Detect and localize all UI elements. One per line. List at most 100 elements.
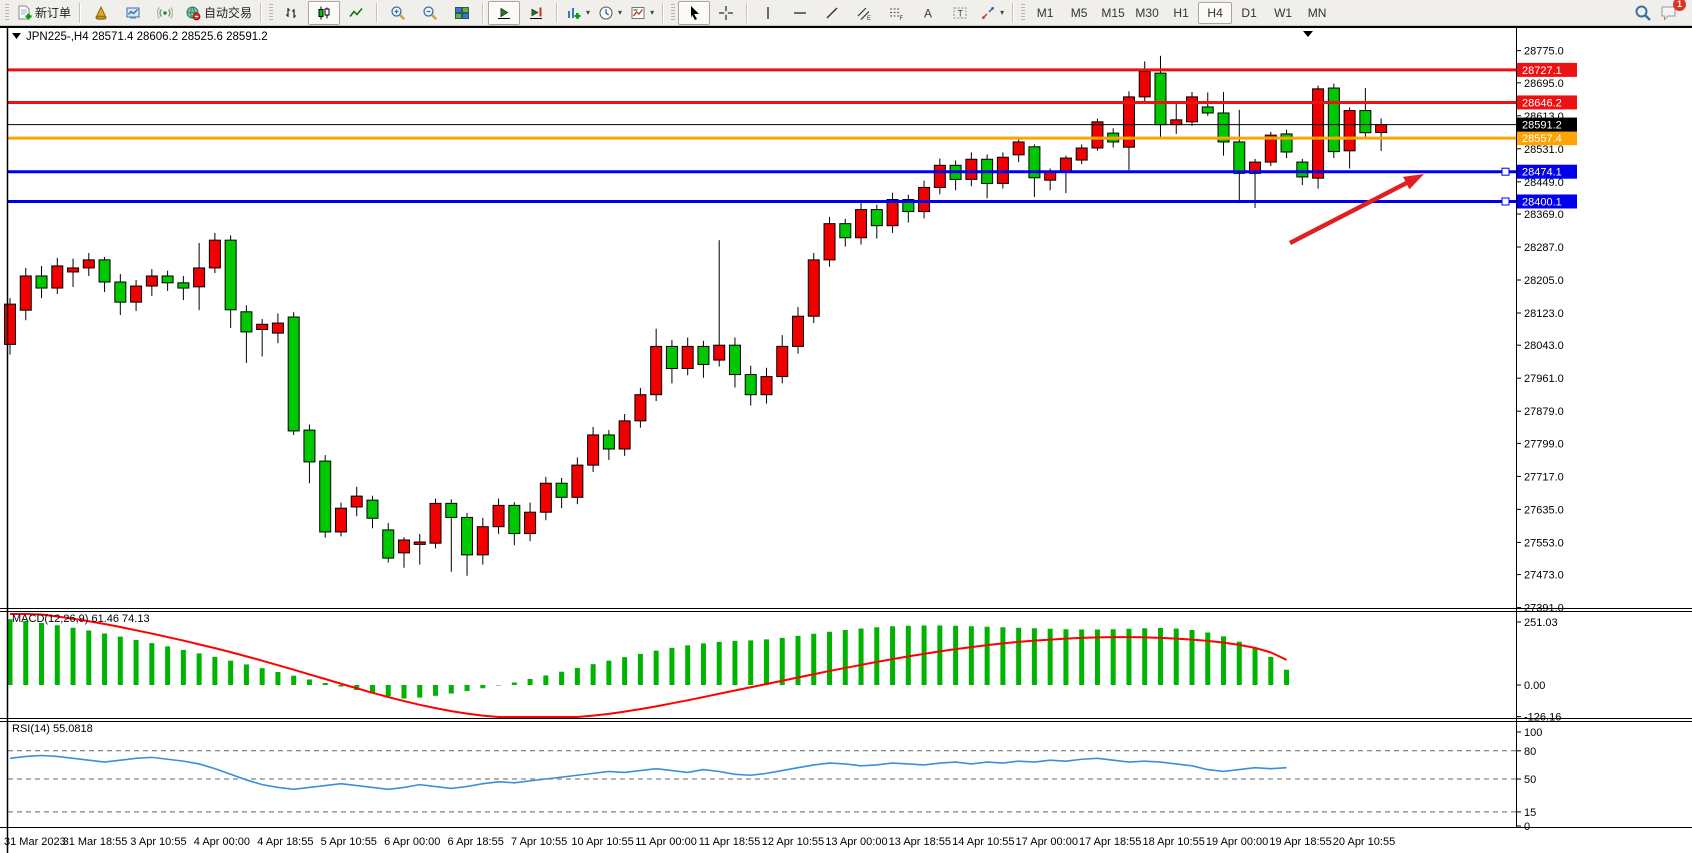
vertical-line-button[interactable] — [752, 1, 784, 25]
svg-text:10 Apr 10:55: 10 Apr 10:55 — [571, 836, 633, 848]
toolbar-drag-handle[interactable] — [5, 3, 9, 22]
crosshair-button[interactable] — [710, 1, 742, 25]
toolbar-drag-handle[interactable] — [671, 3, 676, 22]
svg-text:28369.0: 28369.0 — [1524, 209, 1564, 221]
svg-text:4 Apr 18:55: 4 Apr 18:55 — [257, 836, 313, 848]
equidistant-channel-button[interactable]: E — [848, 1, 880, 25]
dropdown-arrow-icon: ▾ — [586, 8, 591, 17]
timeframe-M1[interactable]: M1 — [1036, 5, 1054, 20]
autotrading-button[interactable]: 自动交易 — [181, 1, 256, 25]
svg-text:28775.0: 28775.0 — [1524, 46, 1564, 58]
svg-text:27799.0: 27799.0 — [1524, 438, 1564, 450]
chart-shift-icon — [528, 5, 544, 21]
chart-shift-button[interactable] — [520, 1, 552, 25]
svg-text:F: F — [900, 16, 904, 21]
auto-scroll-button[interactable] — [488, 0, 521, 25]
timeframe-M5[interactable]: M5 — [1070, 5, 1088, 20]
autotrading-globe-icon — [185, 5, 201, 21]
timeframe-group: M1 M5 M15 M30 H1 H4 D1 W1 MN — [1028, 1, 1334, 24]
svg-text:27553.0: 27553.0 — [1524, 537, 1564, 549]
vertical-line-icon — [760, 5, 776, 21]
chart-window: 28775.0 28695.0 28613.0 28531.0 28449.0 28369… — [0, 26, 1692, 853]
svg-text:6 Apr 18:55: 6 Apr 18:55 — [448, 836, 504, 848]
svg-text:6 Apr 00:00: 6 Apr 00:00 — [384, 836, 440, 848]
timeframe-H1[interactable]: H1 — [1173, 5, 1189, 20]
timeframe-H4[interactable]: H4 — [1198, 1, 1233, 24]
arrows-icon — [980, 5, 996, 21]
signals-button[interactable] — [149, 1, 181, 25]
new-order-button[interactable]: 新订单 — [12, 1, 75, 25]
toolbar-drag-handle[interactable] — [269, 3, 274, 22]
svg-text:19 Apr 00:00: 19 Apr 00:00 — [1206, 836, 1268, 848]
text-icon: A — [920, 5, 936, 21]
separator — [376, 2, 379, 23]
trend-arrow[interactable] — [1288, 179, 1411, 246]
toolbar-drag-handle[interactable] — [1021, 3, 1026, 22]
svg-text:11 Apr 00:00: 11 Apr 00:00 — [635, 836, 697, 848]
candlestick-chart-icon — [316, 5, 332, 21]
tile-windows-button[interactable] — [446, 1, 478, 25]
bar-chart-button[interactable] — [276, 1, 308, 25]
zoom-in-icon — [390, 5, 406, 21]
svg-text:28400.1: 28400.1 — [1522, 196, 1562, 208]
timeframe-D1[interactable]: D1 — [1241, 5, 1257, 20]
text-label-button[interactable]: T — [944, 1, 976, 25]
search-icon[interactable] — [1634, 4, 1652, 22]
svg-text:13 Apr 18:55: 13 Apr 18:55 — [889, 836, 951, 848]
separator — [746, 2, 749, 23]
svg-text:50: 50 — [1524, 774, 1536, 786]
text-button[interactable]: A — [912, 1, 944, 25]
svg-text:4 Apr 00:00: 4 Apr 00:00 — [194, 836, 250, 848]
market-watch-button[interactable] — [117, 1, 149, 25]
svg-text:27391.0: 27391.0 — [1524, 603, 1564, 615]
line-chart-button[interactable] — [340, 1, 372, 25]
price-tag: 28646.2 — [1517, 95, 1577, 110]
signal-icon — [156, 5, 174, 21]
horizontal-line-icon — [792, 5, 808, 21]
new-order-label: 新订单 — [35, 6, 72, 20]
templates-icon — [630, 5, 646, 21]
bar-chart-icon — [284, 5, 300, 21]
svg-text:T: T — [958, 8, 964, 18]
svg-text:27879.0: 27879.0 — [1524, 406, 1564, 418]
svg-text:27473.0: 27473.0 — [1524, 570, 1564, 582]
timeframe-M15[interactable]: M15 — [1101, 5, 1125, 20]
macd-label: MACD(12,26,9) 61.46 74.13 — [12, 613, 150, 625]
cursor-button[interactable] — [678, 0, 711, 25]
chart-canvas[interactable]: 28775.028695.028613.028531.028449.028369… — [0, 26, 1692, 853]
svg-text:31 Mar 18:55: 31 Mar 18:55 — [63, 836, 128, 848]
svg-text:28695.0: 28695.0 — [1524, 78, 1564, 90]
svg-text:251.03: 251.03 — [1524, 617, 1558, 629]
indicators-button[interactable]: ▾ — [562, 1, 594, 25]
zoom-in-button[interactable] — [382, 1, 414, 25]
candlestick-chart-button[interactable] — [308, 0, 341, 25]
fibonacci-button[interactable]: F — [880, 1, 912, 25]
arrows-button[interactable]: ▾ — [976, 1, 1008, 25]
rsi-line — [9, 754, 1287, 791]
timeframe-MN[interactable]: MN — [1307, 5, 1327, 20]
hline-handle[interactable] — [1501, 197, 1510, 206]
chat-button[interactable]: 1 — [1660, 0, 1686, 22]
svg-text:20 Apr 10:55: 20 Apr 10:55 — [1333, 836, 1395, 848]
timeframe-M30[interactable]: M30 — [1135, 5, 1159, 20]
svg-text:27717.0: 27717.0 — [1524, 471, 1564, 483]
horizontal-line-button[interactable] — [784, 1, 816, 25]
svg-text:13 Apr 00:00: 13 Apr 00:00 — [825, 836, 887, 848]
svg-text:28727.1: 28727.1 — [1522, 65, 1562, 77]
macd-signal-line — [10, 613, 1287, 718]
hline-handle[interactable] — [1501, 167, 1510, 176]
svg-text:18 Apr 10:55: 18 Apr 10:55 — [1142, 836, 1204, 848]
channel-icon: E — [856, 5, 872, 22]
svg-text:28557.4: 28557.4 — [1522, 133, 1562, 145]
trend-arrow-head[interactable] — [1403, 174, 1424, 190]
separator — [482, 2, 485, 23]
zoom-out-button[interactable] — [414, 1, 446, 25]
periods-button[interactable]: ▾ — [594, 1, 626, 25]
chart-menu-dropdown-icon[interactable] — [1303, 31, 1313, 37]
trendline-button[interactable] — [816, 1, 848, 25]
symbol-dropdown-icon[interactable] — [12, 33, 21, 39]
styler-button[interactable] — [85, 1, 117, 25]
templates-button[interactable]: ▾ — [626, 1, 658, 25]
timeframe-W1[interactable]: W1 — [1274, 5, 1293, 20]
